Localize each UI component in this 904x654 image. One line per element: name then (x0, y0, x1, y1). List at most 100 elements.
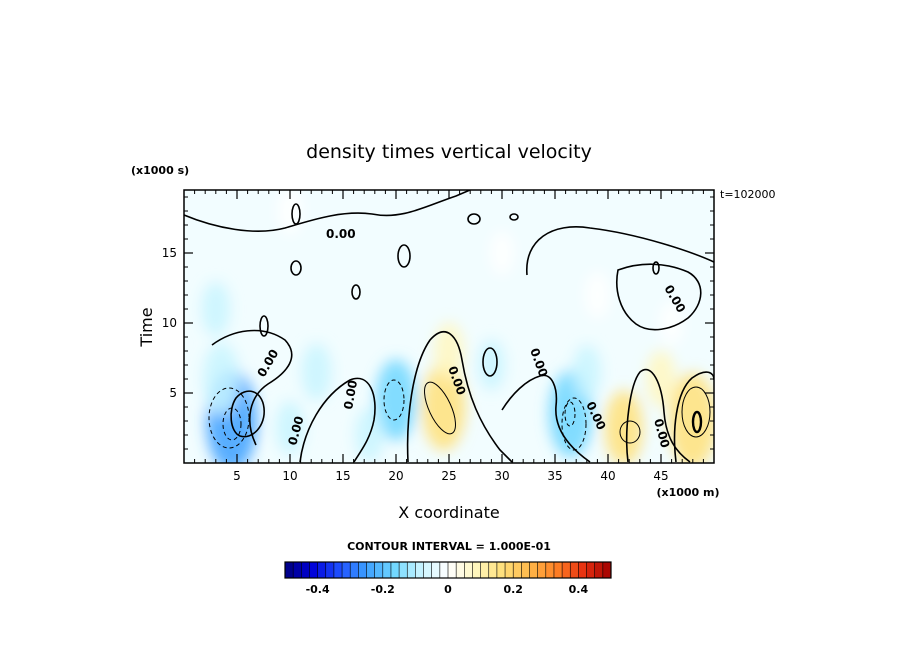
colorbar-swatch (570, 562, 579, 578)
contour-label: 0.00 (341, 379, 360, 411)
heat-blob-3 (201, 282, 230, 336)
contour-zero-left-blob (230, 390, 265, 438)
x-tick-label: 5 (233, 469, 241, 483)
contour-negative-core-b (222, 407, 242, 441)
contour-positive-core-d (619, 420, 641, 444)
colorbar-swatch (602, 562, 612, 578)
colorbar-swatch (505, 562, 514, 578)
colorbar-swatch (456, 562, 465, 578)
contour-zero-mid-left (211, 329, 293, 446)
colorbar-swatch (578, 562, 588, 578)
colorbar-frame (284, 561, 612, 579)
contour-small-loop-6 (351, 284, 361, 300)
colorbar-swatch (382, 562, 392, 578)
colorbar-swatch (399, 562, 408, 578)
x-axis-label: X coordinate (398, 503, 499, 522)
contour-small-loop-7 (482, 347, 498, 377)
heat-blob-14 (584, 271, 611, 319)
contour-small-loop-4 (397, 244, 411, 268)
colorbar-swatch (472, 562, 482, 578)
y-tick-label: 5 (169, 386, 177, 400)
colorbar-swatch (594, 562, 604, 578)
colorbar-swatch (366, 562, 376, 578)
contour-small-loop-2 (467, 213, 481, 225)
colorbar-swatch (496, 562, 506, 578)
time-stamp-label: t=102000 (720, 188, 776, 201)
contour-zero-right-dome (526, 226, 714, 276)
y-tick-label: 15 (162, 246, 177, 260)
x-unit-label: (x1000 m) (656, 486, 719, 499)
contour-interval-label: CONTOUR INTERVAL = 1.000E-01 (347, 540, 551, 553)
heat-blob-9 (434, 322, 464, 380)
contour-zero-upper (184, 190, 471, 232)
contour-zero-lobe-e (673, 371, 714, 463)
heat-blob-17 (646, 350, 676, 408)
colorbar-swatch (350, 562, 359, 578)
colorbar-swatch (301, 562, 310, 578)
colorbar-swatch (374, 562, 384, 578)
y-axis-label: Time (137, 307, 156, 347)
colorbar-swatch (309, 562, 319, 578)
colorbar-swatch (545, 562, 555, 578)
colorbar: -0.4 -0.2 0 0.2 0.4 (284, 561, 612, 596)
heat-blob-19 (489, 230, 515, 276)
colorbar-swatch (431, 562, 441, 578)
colorbar-swatch (562, 562, 571, 578)
x-tick-label: 40 (600, 469, 615, 483)
contour-positive-core-b (681, 386, 711, 438)
colorbar-tick-label: -0.4 (306, 583, 330, 596)
contour-small-loop-9 (259, 315, 269, 337)
axes: 5 10 15 20 25 30 35 40 45 5 10 15 (162, 190, 714, 483)
contour-small-loop-8 (652, 261, 660, 275)
contour-positive-core-a (424, 381, 456, 435)
heat-blob-5 (301, 343, 332, 401)
colorbar-swatch (390, 562, 400, 578)
colorbar-swatch (480, 562, 490, 578)
contour-positive-core-c (691, 410, 703, 434)
heat-blob-4 (275, 401, 305, 455)
colorbar-tick-label: 0.4 (569, 583, 589, 596)
x-tick-label: 20 (388, 469, 403, 483)
x-tick-label: 15 (335, 469, 350, 483)
contour-zero-lobe-d (625, 368, 691, 463)
colorbar-swatch (513, 562, 522, 578)
contour-zero-lobe-c (501, 374, 591, 463)
colorbar-swatch (325, 562, 335, 578)
chart-title: density times vertical velocity (306, 141, 592, 163)
colorbar-swatch (488, 562, 498, 578)
heat-blob-2 (202, 343, 240, 415)
colorbar-swatch (553, 562, 563, 578)
contour-negative-core-d (561, 397, 587, 451)
colorbar-swatch (333, 562, 343, 578)
heatmap-field (201, 190, 714, 463)
contour-lines (184, 190, 714, 463)
colorbar-swatch (285, 562, 294, 578)
heat-blob-15 (659, 300, 684, 346)
colorbar-swatch (342, 562, 351, 578)
colorbar-swatch (586, 562, 596, 578)
colorbar-tick-label: 0.2 (503, 583, 523, 596)
contour-small-loop-3 (509, 213, 519, 221)
contour-zero-lobe-b (406, 331, 513, 463)
colorbar-tick-label: -0.2 (371, 583, 395, 596)
y-tick-label: 10 (162, 316, 177, 330)
colorbar-swatch (423, 562, 433, 578)
contour-negative-core-e (564, 401, 576, 427)
contour-zero-lobe-a (299, 377, 376, 463)
x-tick-label: 10 (282, 469, 297, 483)
colorbar-swatch (293, 562, 302, 578)
contour-small-loop-5 (290, 260, 302, 276)
colorbar-swatch (529, 562, 539, 578)
colorbar-swatch (415, 562, 425, 578)
contour-negative-core-c (383, 379, 405, 421)
colorbar-swatch (537, 562, 547, 578)
contour-label: 0.00 (326, 227, 356, 241)
contour-small-loop-1 (291, 203, 301, 225)
heat-blob-13 (604, 390, 643, 463)
colorbar-swatch (317, 562, 327, 578)
colorbar-swatch (407, 562, 416, 578)
x-tick-label: 30 (494, 469, 509, 483)
colorbar-swatch (358, 562, 367, 578)
colorbar-swatch (439, 562, 449, 578)
